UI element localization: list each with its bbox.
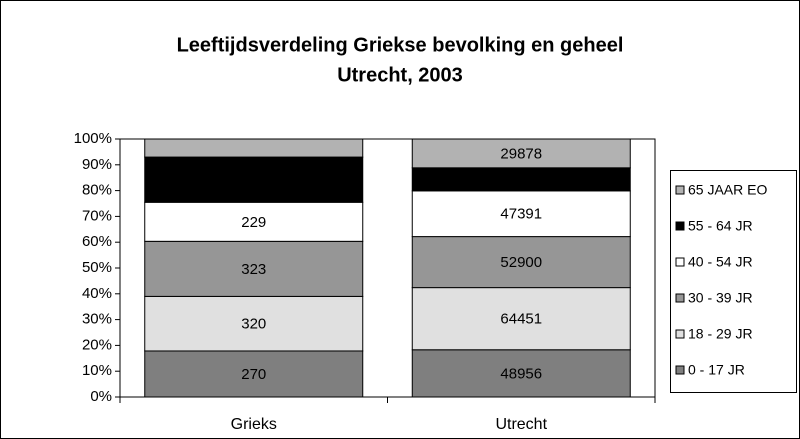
bar-segment	[144, 240, 364, 297]
y-tick-label: 80%	[82, 182, 112, 199]
data-label: 229	[241, 214, 266, 231]
data-label: 323	[241, 261, 266, 278]
bar-segment	[411, 167, 631, 192]
legend-label: 65 JAAR EO	[688, 182, 767, 198]
data-label: 29878	[500, 145, 542, 162]
x-tick-label: Utrecht	[495, 416, 547, 433]
legend-swatch	[675, 293, 685, 303]
data-label: 270	[241, 366, 266, 383]
bar-segment	[411, 236, 631, 289]
bar-segment	[144, 350, 364, 398]
y-tick-label: 70%	[82, 207, 112, 224]
data-label: 64451	[500, 311, 542, 328]
y-tick-label: 50%	[82, 259, 112, 276]
y-tick-label: 40%	[82, 285, 112, 302]
data-label: 47391	[500, 206, 542, 223]
legend-swatch	[675, 257, 685, 267]
y-tick-label: 10%	[82, 362, 112, 379]
bar-segment	[144, 156, 364, 203]
y-tick-label: 30%	[82, 311, 112, 328]
chart-title: Utrecht, 2003	[337, 64, 463, 86]
data-label: 52900	[500, 254, 542, 271]
y-tick-label: 20%	[82, 336, 112, 353]
legend-label: 0 - 17 JR	[688, 362, 745, 378]
legend-label: 55 - 64 JR	[688, 218, 753, 234]
bar-segment	[144, 138, 364, 158]
legend-label: 40 - 54 JR	[688, 254, 753, 270]
data-label: 48956	[500, 365, 542, 382]
chart-title: Leeftijdsverdeling Griekse bevolking en …	[177, 34, 624, 56]
bar-segment	[144, 295, 364, 352]
legend-swatch	[675, 329, 685, 339]
y-tick-label: 100%	[74, 130, 112, 147]
bar-segment	[411, 287, 631, 351]
y-tick-label: 90%	[82, 156, 112, 173]
bar-segment	[411, 138, 631, 169]
legend-label: 30 - 39 JR	[688, 290, 753, 306]
legend-swatch	[675, 185, 685, 195]
legend-swatch	[675, 365, 685, 375]
data-label: 320	[241, 316, 266, 333]
y-tick-label: 0%	[90, 388, 112, 405]
bar-segment	[411, 190, 631, 238]
x-tick-label: Grieks	[231, 416, 277, 433]
legend-box	[670, 170, 797, 393]
legend-swatch	[675, 221, 685, 231]
legend-label: 18 - 29 JR	[688, 326, 753, 342]
y-tick-label: 60%	[82, 233, 112, 250]
